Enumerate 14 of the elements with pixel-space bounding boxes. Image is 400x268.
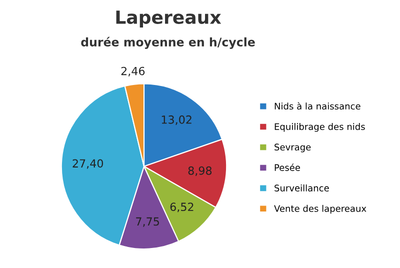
data-label: 6,52 [170, 202, 194, 212]
data-label: 13,02 [162, 115, 192, 125]
legend-label: Vente des lapereaux [274, 204, 366, 214]
data-label: 2,46 [121, 66, 145, 76]
legend-label: Sevrage [274, 144, 311, 152]
legend-label: Pesée [274, 164, 300, 171]
chart-subtitle: durée moyenne en h/cycle [81, 36, 255, 49]
chart-title: Lapereaux [116, 10, 222, 28]
legend-label: Surveillance [274, 184, 329, 192]
data-label: 7,75 [136, 217, 159, 227]
legend-label: Nids à la naissance [274, 102, 360, 110]
legend-label: Equilibrage des nids [274, 123, 365, 132]
data-label: 8,98 [188, 166, 212, 176]
data-label: 27,40 [72, 159, 104, 169]
